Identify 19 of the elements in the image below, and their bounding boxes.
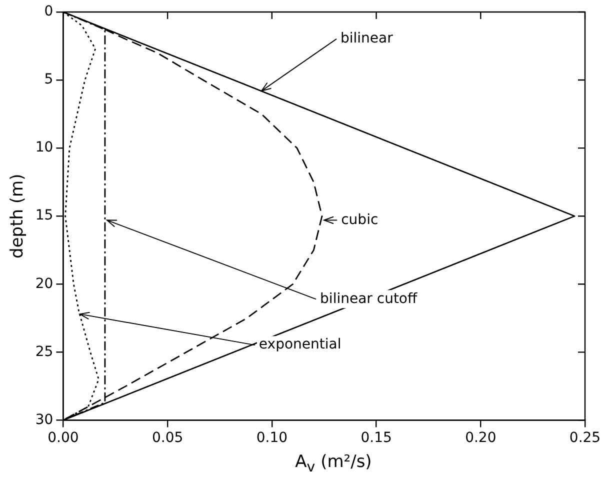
x-tick-label: 0.05	[152, 430, 184, 446]
y-tick-label: 0	[44, 4, 54, 20]
y-tick-label: 25	[35, 344, 54, 360]
x-tick-label: 0.20	[465, 430, 496, 446]
y-tick-label: 30	[35, 412, 54, 428]
y-tick-label: 15	[35, 208, 54, 224]
x-tick-label: 0.25	[569, 430, 601, 446]
annotation: cubic	[341, 212, 378, 228]
annotation: exponential	[258, 336, 342, 353]
y-axis-title: depth (m)	[8, 174, 28, 258]
annotation: bilinear	[340, 30, 394, 47]
annotation: bilinear cutoff	[320, 290, 418, 307]
y-tick-label: 20	[35, 276, 54, 292]
y-tick-label: 10	[35, 140, 54, 156]
x-axis-title: A$_{v}$ (m²/s)	[294, 452, 373, 476]
x-tick-label: 0.15	[360, 430, 392, 446]
x-tick-label: 0.00	[48, 430, 79, 446]
y-tick-label: 5	[44, 72, 54, 88]
x-tick-label: 0.10	[256, 430, 288, 446]
